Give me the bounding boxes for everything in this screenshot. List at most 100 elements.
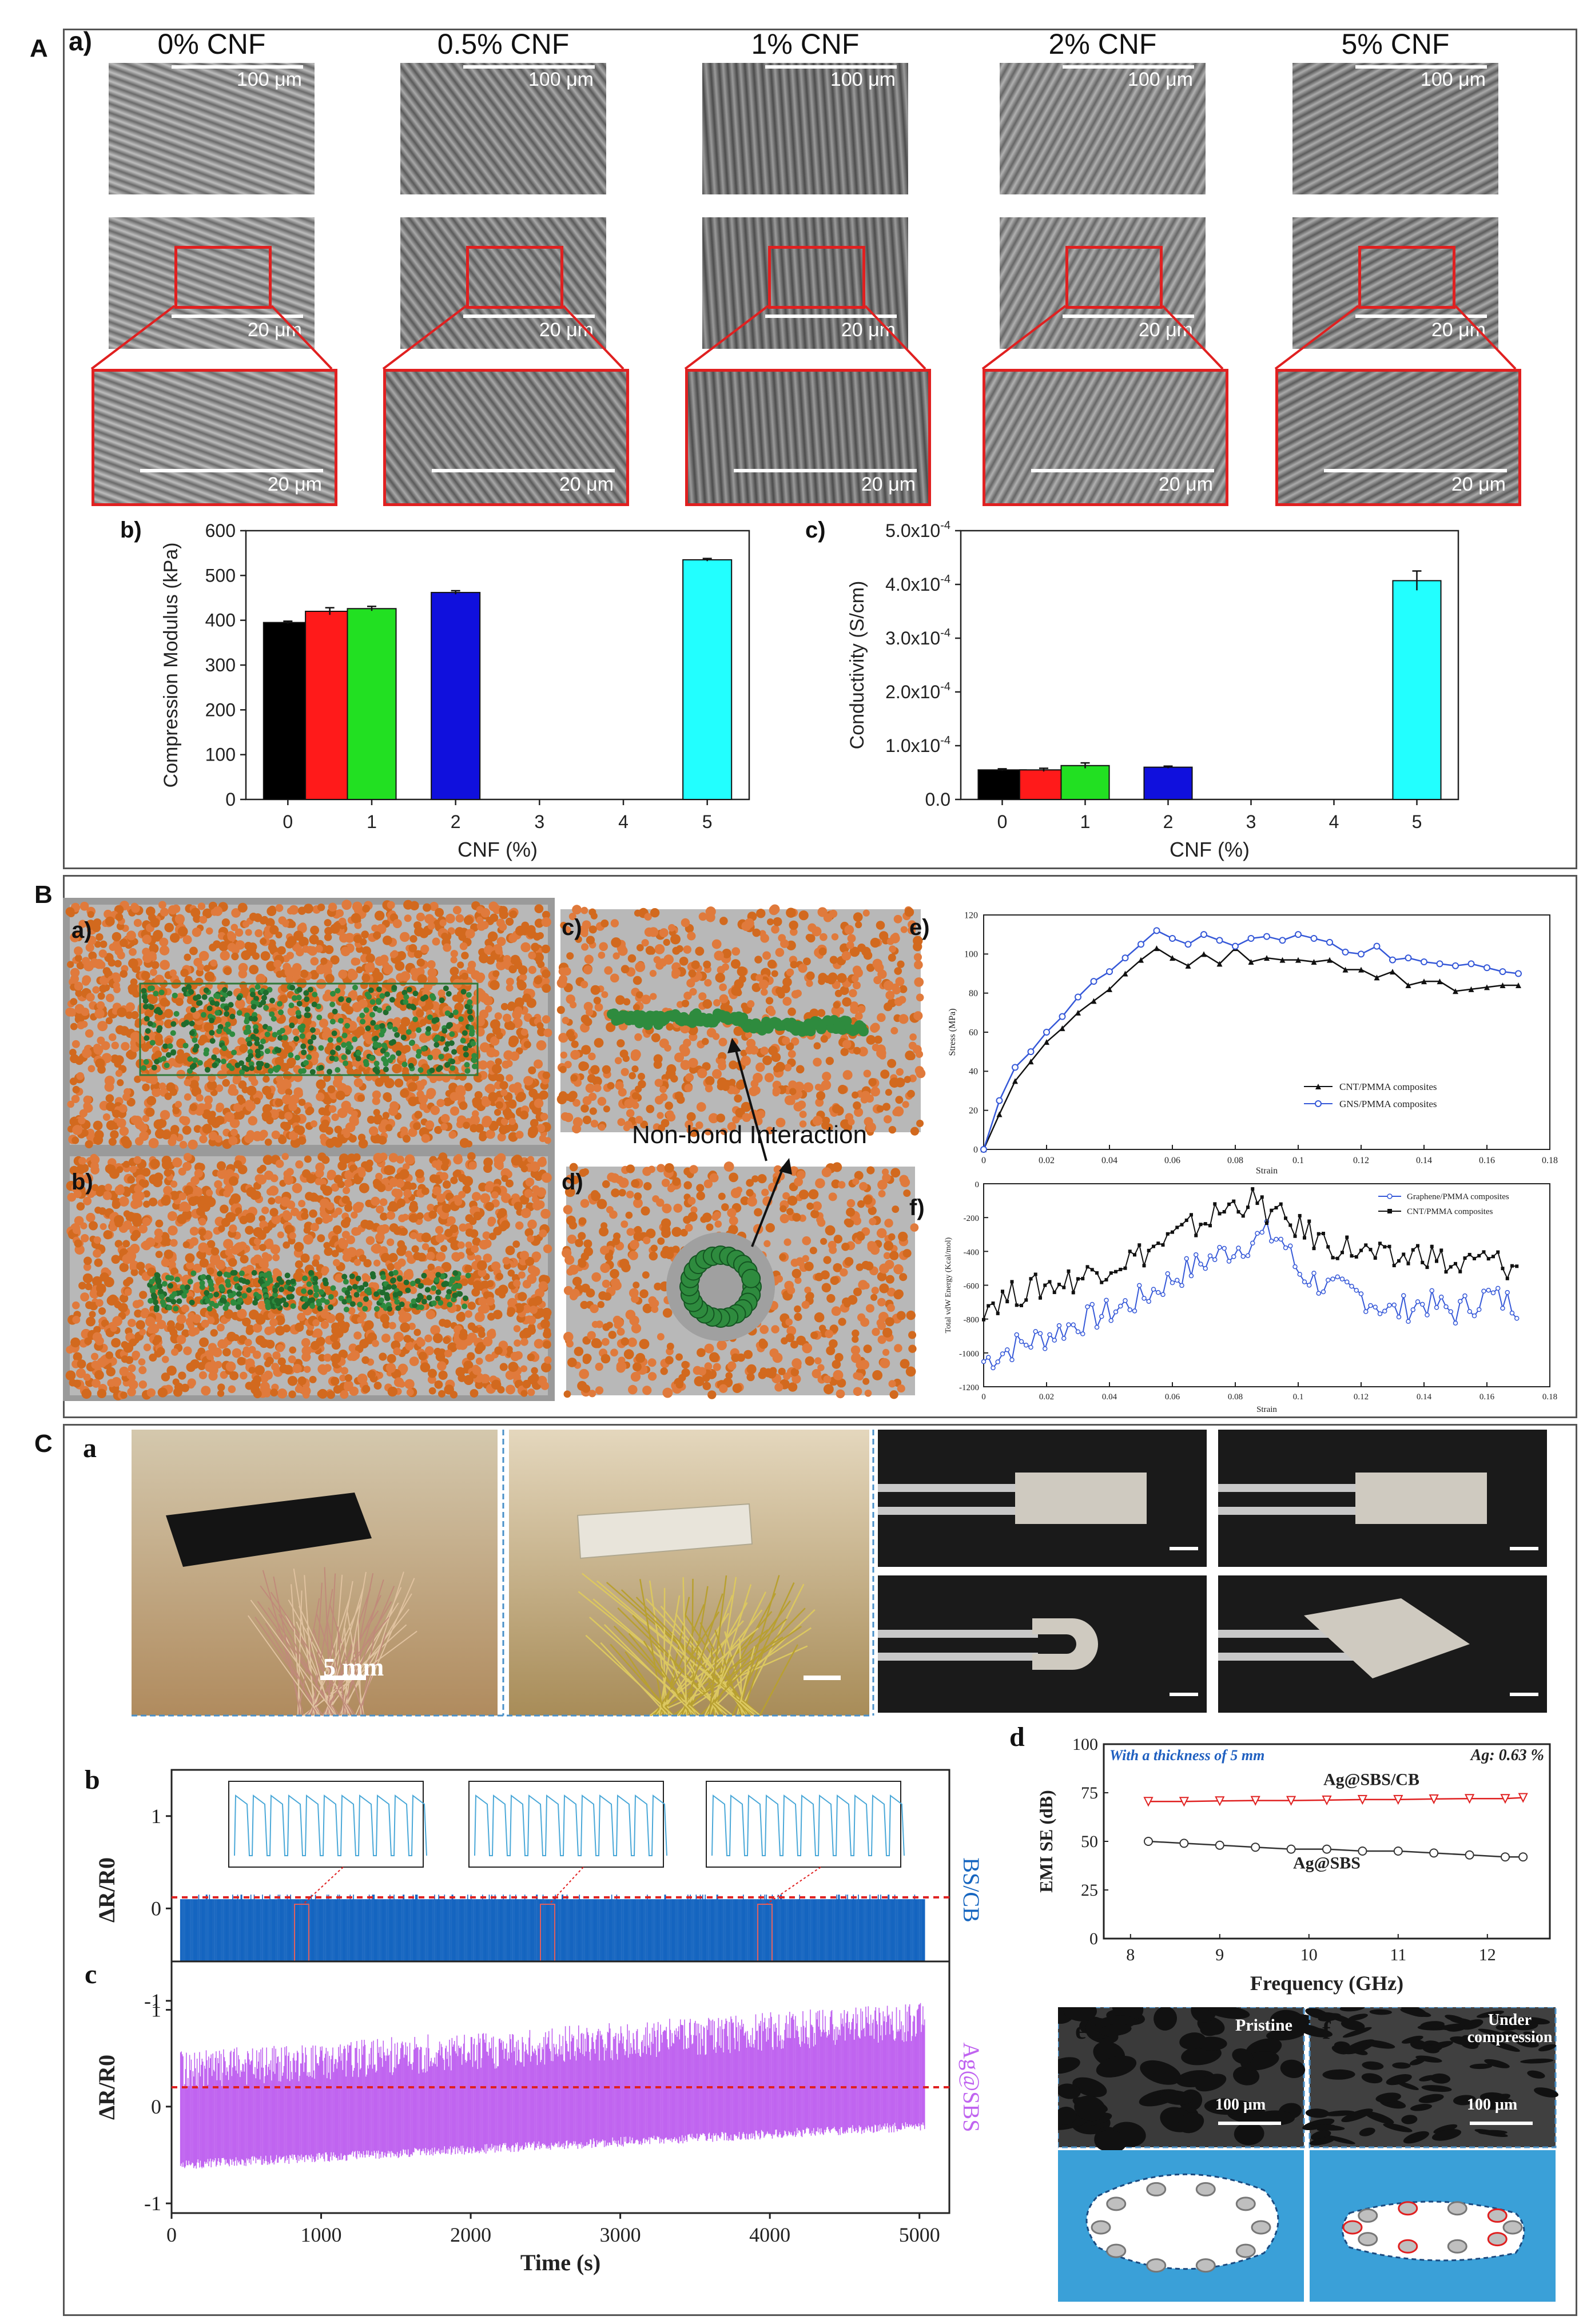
polymer-bead [522, 1280, 531, 1289]
polymer-bead [494, 1159, 504, 1169]
polymer-bead [464, 1264, 473, 1273]
filler-atom [302, 1275, 308, 1282]
polymer-bead [681, 1000, 690, 1008]
y-tick-exponent: -4 [940, 734, 950, 747]
polymer-bead [524, 1189, 533, 1198]
filler-atom [167, 1043, 173, 1049]
polymer-bead [265, 1356, 274, 1365]
filler-atom [384, 991, 391, 997]
filler-atom [222, 1305, 229, 1311]
polymer-bead [590, 1065, 600, 1075]
polymer-bead [472, 1110, 479, 1117]
polymer-bead [534, 1099, 544, 1108]
polymer-bead [117, 1079, 124, 1087]
polymer-bead [201, 1386, 211, 1396]
polymer-bead [380, 954, 389, 964]
polymer-bead [204, 1095, 213, 1104]
scale-bar [1355, 315, 1487, 318]
polymer-bead [488, 1092, 498, 1102]
polymer-bead [522, 993, 531, 1002]
polymer-bead [719, 994, 729, 1004]
polymer-bead [117, 951, 125, 960]
polymer-bead [337, 1180, 345, 1188]
polymer-bead [487, 1354, 495, 1362]
polymer-bead [302, 945, 310, 953]
polymer-bead [626, 1109, 635, 1118]
polymer-bead [571, 1040, 579, 1048]
filler-atom [395, 1050, 401, 1056]
polymer-bead [480, 908, 491, 918]
polymer-bead [528, 1088, 538, 1098]
polymer-bead [128, 958, 138, 969]
polymer-bead [440, 1123, 448, 1131]
polymer-bead [343, 1131, 351, 1139]
polymer-bead [490, 1036, 500, 1046]
polymer-bead [520, 942, 531, 953]
filler-atom [241, 1278, 247, 1284]
polymer-bead [432, 1186, 442, 1196]
polymer-bead [862, 909, 870, 917]
polymer-bead [105, 1094, 114, 1103]
polymer-bead [80, 1292, 90, 1302]
filler-atom [183, 1020, 189, 1026]
polymer-bead [252, 952, 260, 960]
polymer-bead [136, 1320, 145, 1330]
polymer-bead [85, 943, 94, 952]
filler-atom [369, 1012, 376, 1018]
filler-atom [192, 1037, 198, 1043]
filler-atom [288, 1294, 295, 1300]
polymer-bead [380, 1212, 388, 1221]
polymer-bead [237, 1308, 247, 1319]
polymer-bead [506, 984, 514, 992]
polymer-bead [192, 1011, 200, 1019]
filler-atom [327, 1069, 333, 1075]
polymer-bead [83, 1256, 92, 1266]
polymer-bead [78, 1157, 86, 1165]
polymer-bead [540, 1113, 548, 1121]
polymer-bead [416, 1009, 424, 1018]
polymer-bead [754, 956, 762, 964]
filler-atom [433, 1042, 440, 1048]
polymer-bead [245, 1327, 254, 1335]
polymer-bead [320, 957, 328, 965]
polymer-bead [367, 1370, 376, 1379]
filler-atom [443, 1280, 450, 1287]
polymer-bead [362, 1384, 371, 1393]
polymer-bead [456, 1312, 466, 1322]
y-axis-label: Conductivity (S/cm) [846, 581, 868, 750]
polymer-bead [336, 909, 344, 917]
polymer-bead [330, 955, 340, 965]
polymer-bead [431, 1050, 440, 1060]
filler-atom [148, 1004, 154, 1010]
polymer-bead [646, 1104, 655, 1113]
polymer-bead [322, 1215, 331, 1224]
y-tick-label: 300 [205, 655, 236, 675]
filler-atom [330, 1285, 336, 1291]
polymer-bead [232, 1077, 240, 1085]
polymer-bead [287, 1376, 298, 1386]
polymer-bead [361, 973, 371, 982]
polymer-bead [900, 926, 908, 933]
polymer-bead [696, 1102, 706, 1112]
polymer-bead [293, 1125, 302, 1133]
filler-atom [450, 1058, 456, 1065]
polymer-bead [507, 1004, 515, 1012]
filler-atom [397, 1276, 403, 1282]
polymer-bead [344, 1374, 352, 1382]
filler-atom [363, 1061, 369, 1068]
polymer-bead [178, 1371, 186, 1380]
polymer-bead [499, 1125, 508, 1135]
polymer-bead [132, 1192, 142, 1203]
polymer-bead [364, 962, 375, 973]
polymer-bead [126, 930, 136, 941]
filler-atom [256, 1294, 262, 1300]
polymer-bead [76, 1202, 85, 1211]
bar [1019, 769, 1069, 800]
polymer-bead [265, 1116, 274, 1125]
polymer-bead [97, 992, 105, 1000]
filler-atom [254, 984, 261, 990]
filler-atom [383, 1067, 389, 1073]
filler-atom [260, 1038, 266, 1045]
polymer-bead [72, 1226, 81, 1234]
polymer-bead [171, 1348, 179, 1356]
